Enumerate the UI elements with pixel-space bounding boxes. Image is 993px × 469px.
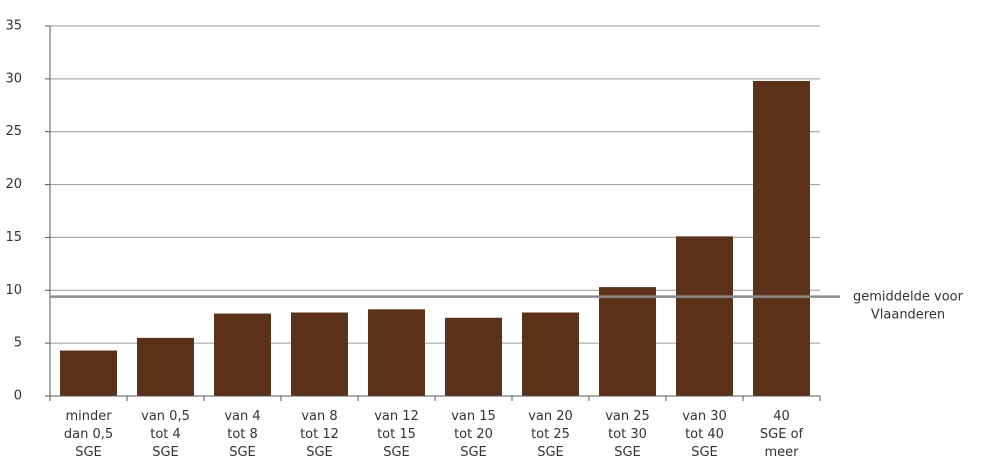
x-tick-label-line: van 30 (682, 409, 727, 424)
bar (753, 80, 810, 396)
x-tick-label-line: SGE (306, 445, 333, 460)
x-tick-label-line: van 20 (528, 409, 573, 424)
bar (599, 287, 656, 396)
x-tick-label-line: SGE (75, 445, 102, 460)
y-tick-label: 10 (5, 283, 22, 298)
bar (368, 309, 425, 396)
bar (60, 350, 117, 396)
x-tick-label-line: tot 30 (608, 427, 647, 442)
x-tick-label: van 4 tot 8 SGE (224, 409, 260, 460)
x-tick-label-line: van 4 (224, 409, 260, 424)
x-tick-label: 40 SGE of meer (760, 409, 804, 460)
bar (445, 317, 502, 396)
x-tick-label: van 0,5 tot 4 SGE (141, 409, 190, 460)
x-tick-label-line: tot 4 (150, 427, 181, 442)
reference-label-line: gemiddelde voor (853, 289, 964, 304)
y-tick-label: 15 (5, 230, 22, 245)
y-tick-label: 25 (5, 124, 22, 139)
x-tick-label-line: SGE of (760, 427, 804, 442)
x-tick-label-line: SGE (383, 445, 410, 460)
x-tick-label-line: SGE (152, 445, 179, 460)
x-tick-label: van 8 tot 12 SGE (300, 409, 339, 460)
y-tick-label: 35 (5, 19, 22, 34)
x-tick-label: van 30 tot 40 SGE (682, 409, 727, 460)
x-tick-label-line: van 0,5 (141, 409, 190, 424)
x-tick-label: van 15 tot 20 SGE (451, 409, 496, 460)
bar (291, 312, 348, 396)
x-tick-label-line: meer (764, 445, 799, 460)
reference-label: gemiddelde voor Vlaanderen (853, 289, 964, 322)
y-tick-label: 0 (14, 389, 22, 404)
x-tick-label-line: SGE (229, 445, 256, 460)
x-tick-label-line: van 15 (451, 409, 496, 424)
x-tick-label-line: tot 15 (377, 427, 416, 442)
x-tick-label: minder dan 0,5 SGE (64, 409, 113, 460)
x-tick-label-line: van 25 (605, 409, 650, 424)
x-tick-label-line: tot 8 (227, 427, 258, 442)
x-tick-label: van 20 tot 25 SGE (528, 409, 573, 460)
x-tick-label: van 25 tot 30 SGE (605, 409, 650, 460)
x-tick-label-line: SGE (614, 445, 641, 460)
x-tick-label-line: 40 (773, 409, 790, 424)
bar (522, 312, 579, 396)
x-tick-label-line: minder (65, 409, 112, 424)
bar (676, 236, 733, 396)
x-tick-label: van 12 tot 15 SGE (374, 409, 419, 460)
reference-label-line: Vlaanderen (871, 307, 945, 322)
x-tick-label-line: tot 20 (454, 427, 493, 442)
bar (214, 313, 271, 396)
x-tick-label-line: tot 40 (685, 427, 724, 442)
x-tick-label-line: tot 12 (300, 427, 339, 442)
y-tick-label: 20 (5, 177, 22, 192)
x-tick-label-line: dan 0,5 (64, 427, 113, 442)
bar (137, 337, 194, 396)
x-tick-label-line: SGE (537, 445, 564, 460)
y-tick-label: 30 (5, 71, 22, 86)
x-tick-label-line: van 12 (374, 409, 419, 424)
x-tick-label-line: SGE (691, 445, 718, 460)
x-tick-label-line: SGE (460, 445, 487, 460)
x-tick-label-line: van 8 (301, 409, 337, 424)
x-tick-label-line: tot 25 (531, 427, 570, 442)
y-tick-label: 5 (14, 336, 22, 351)
